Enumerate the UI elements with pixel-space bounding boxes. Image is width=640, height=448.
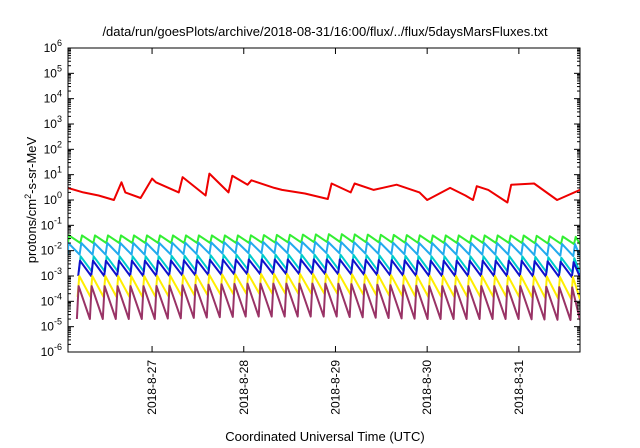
series-layer [68, 172, 580, 321]
x-axis-ticks: 2018-8-27 2018-8-28 2018-8-29 2018-8-30 2018… [145, 48, 526, 415]
y-axis-label-sup: 2 [23, 194, 33, 199]
y-tick-label: 106 [44, 38, 62, 55]
x-tick-label: 2018-8-30 [420, 360, 434, 415]
y-tick-label: 10-5 [41, 317, 62, 334]
chart-title: /data/run/goesPlots/archive/2018-08-31/1… [102, 24, 548, 39]
y-tick-label: 10-4 [41, 291, 62, 308]
y-tick-label: 10-2 [41, 241, 62, 258]
y-tick-label: 10-3 [41, 266, 62, 283]
series-line-3 [68, 241, 580, 258]
x-tick-label: 2018-8-31 [512, 360, 526, 415]
y-tick-label: 102 [44, 139, 62, 156]
y-axis-ticks: 10-6 10-5 10-4 10-3 10-2 10-1 100 101 102 103 104 1… [41, 38, 580, 359]
y-axis-label-pre: protons/cm [24, 199, 39, 263]
series-line-4 [77, 253, 580, 274]
y-tick-label: 10-1 [41, 215, 62, 232]
x-tick-label: 2018-8-27 [145, 360, 159, 415]
series-line-7 [75, 282, 580, 321]
y-tick-label: 105 [44, 63, 62, 80]
y-axis-label: protons/cm2-s-sr-MeV [23, 136, 39, 263]
y-tick-label: 103 [44, 114, 62, 131]
series-line-1 [68, 172, 580, 204]
y-tick-label: 10-6 [41, 342, 62, 359]
y-tick-label: 104 [44, 89, 62, 106]
x-tick-label: 2018-8-28 [237, 360, 251, 415]
series-line-5 [77, 258, 580, 278]
x-tick-label: 2018-8-29 [328, 360, 342, 415]
y-tick-label: 101 [44, 165, 62, 182]
series-line-2 [68, 233, 580, 246]
x-axis-label: Coordinated Universal Time (UTC) [225, 429, 424, 444]
y-tick-label: 100 [44, 190, 62, 207]
y-axis-label-post: -s-sr-MeV [24, 136, 39, 193]
series-line-6 [76, 273, 580, 300]
